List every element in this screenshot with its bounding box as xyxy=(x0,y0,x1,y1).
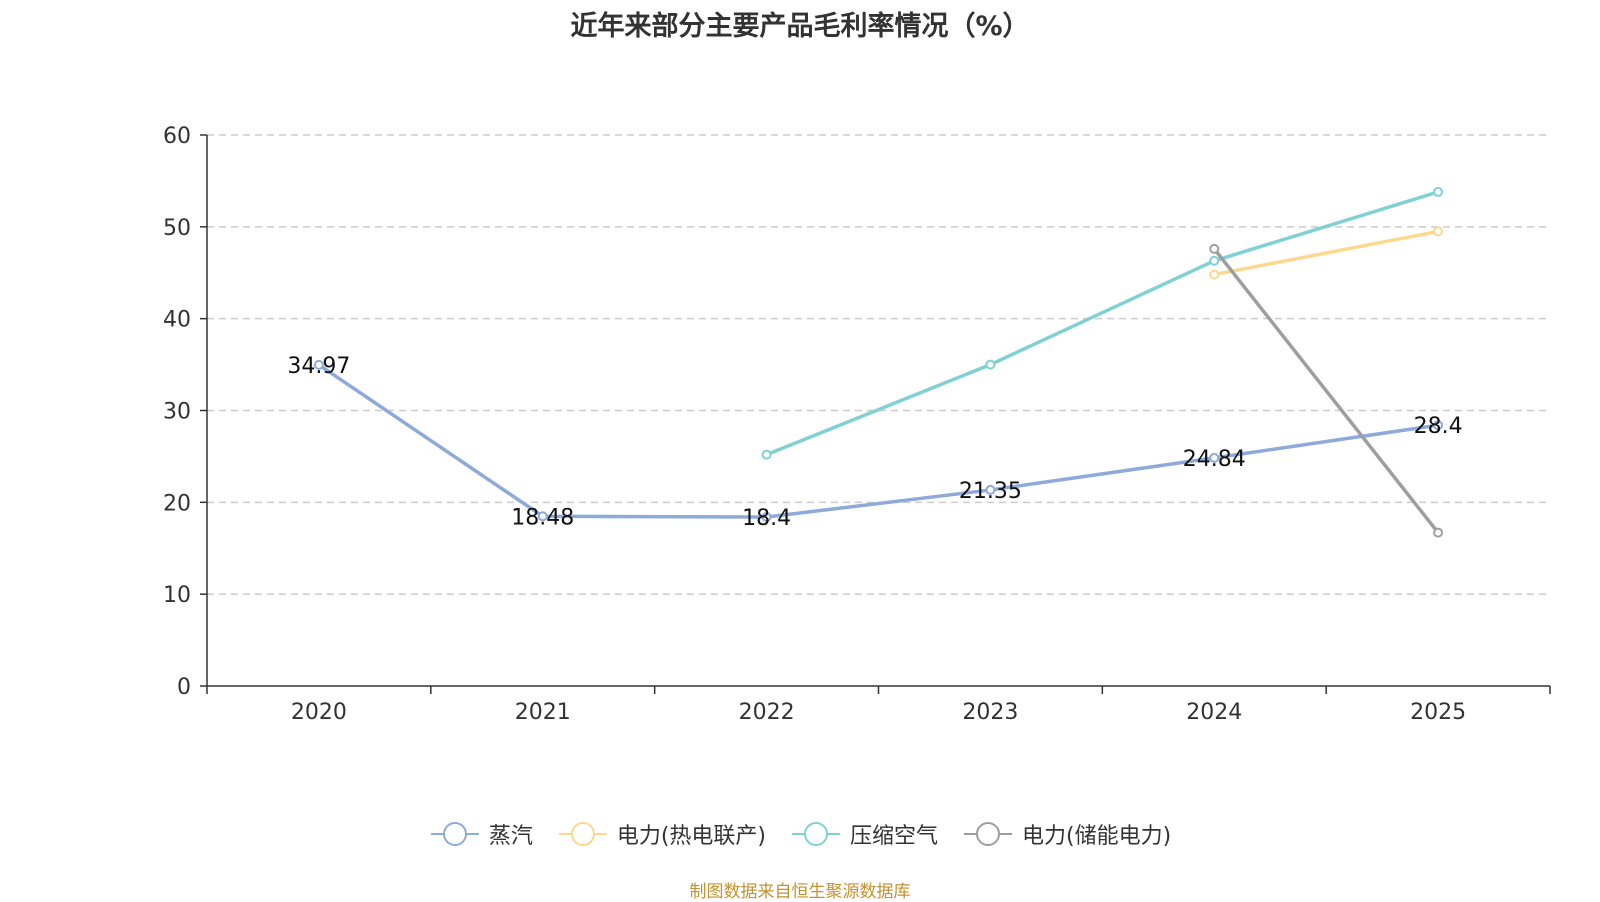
x-tick-label: 2021 xyxy=(515,700,571,725)
y-tick-label: 60 xyxy=(163,124,191,149)
legend-item[interactable]: 电力(储能电力) xyxy=(962,818,1171,850)
x-tick-label: 2022 xyxy=(739,700,795,725)
data-label: 21.35 xyxy=(959,479,1022,504)
legend-marker-icon xyxy=(558,822,607,846)
data-label: 18.4 xyxy=(742,506,791,531)
y-tick-label: 0 xyxy=(177,675,191,700)
legend-marker-icon xyxy=(964,822,1013,846)
data-point xyxy=(1209,452,1220,463)
series-line-0 xyxy=(317,363,1439,519)
data-point xyxy=(1209,243,1220,254)
data-point xyxy=(1433,186,1444,197)
y-tick-label: 30 xyxy=(163,400,191,425)
data-point xyxy=(313,359,324,370)
y-tick-label: 10 xyxy=(163,583,191,608)
data-label: 28.4 xyxy=(1414,414,1463,439)
data-point xyxy=(985,359,996,370)
data-point xyxy=(537,511,548,522)
data-point xyxy=(1433,226,1444,237)
x-tick-label: 2024 xyxy=(1186,700,1242,725)
legend-item[interactable]: 蒸汽 xyxy=(429,818,533,850)
data-point xyxy=(985,484,996,495)
chart-title: 近年来部分主要产品毛利率情况（%） xyxy=(570,11,1030,42)
y-tick-label: 40 xyxy=(163,308,191,333)
legend-marker-icon xyxy=(430,822,479,846)
data-point xyxy=(1433,527,1444,538)
series-line-3 xyxy=(1212,247,1440,534)
legend-item[interactable]: 压缩空气 xyxy=(790,818,938,850)
legend-item[interactable]: 电力(热电联产) xyxy=(557,818,766,850)
data-point xyxy=(1433,420,1444,431)
data-label: 18.48 xyxy=(511,505,574,530)
x-tick-label: 2025 xyxy=(1410,700,1466,725)
legend-label: 压缩空气 xyxy=(850,824,939,849)
data-point xyxy=(761,512,772,523)
x-tick-label: 2020 xyxy=(291,700,347,725)
y-tick-label: 50 xyxy=(163,216,191,241)
legend-label: 电力(储能电力) xyxy=(1022,824,1172,849)
data-label: 24.84 xyxy=(1183,447,1246,472)
legend-marker-icon xyxy=(792,822,840,846)
data-point xyxy=(1209,255,1220,266)
data-point xyxy=(1209,269,1220,280)
series-line-1 xyxy=(1213,229,1439,277)
legend-label: 蒸汽 xyxy=(488,824,533,849)
legend-label: 电力(热电联产) xyxy=(616,824,766,849)
legend: 蒸汽 电力(热电联产) 压缩空气 电力(储能电力) xyxy=(0,818,1600,850)
source-note: 制图数据来自恒生聚源数据库 xyxy=(689,882,911,902)
y-tick-label: 20 xyxy=(163,491,191,516)
data-label: 34.97 xyxy=(287,354,350,379)
series-line-2 xyxy=(765,190,1439,457)
data-point xyxy=(761,449,772,460)
x-tick-label: 2023 xyxy=(962,700,1018,725)
